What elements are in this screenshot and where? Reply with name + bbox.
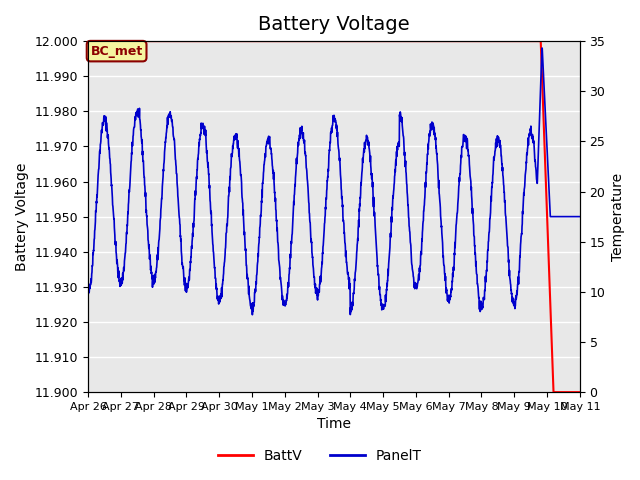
Text: BC_met: BC_met	[90, 45, 143, 58]
Title: Battery Voltage: Battery Voltage	[258, 15, 410, 34]
Legend: BattV, PanelT: BattV, PanelT	[212, 443, 428, 468]
X-axis label: Time: Time	[317, 418, 351, 432]
Y-axis label: Temperature: Temperature	[611, 172, 625, 261]
Y-axis label: Battery Voltage: Battery Voltage	[15, 162, 29, 271]
